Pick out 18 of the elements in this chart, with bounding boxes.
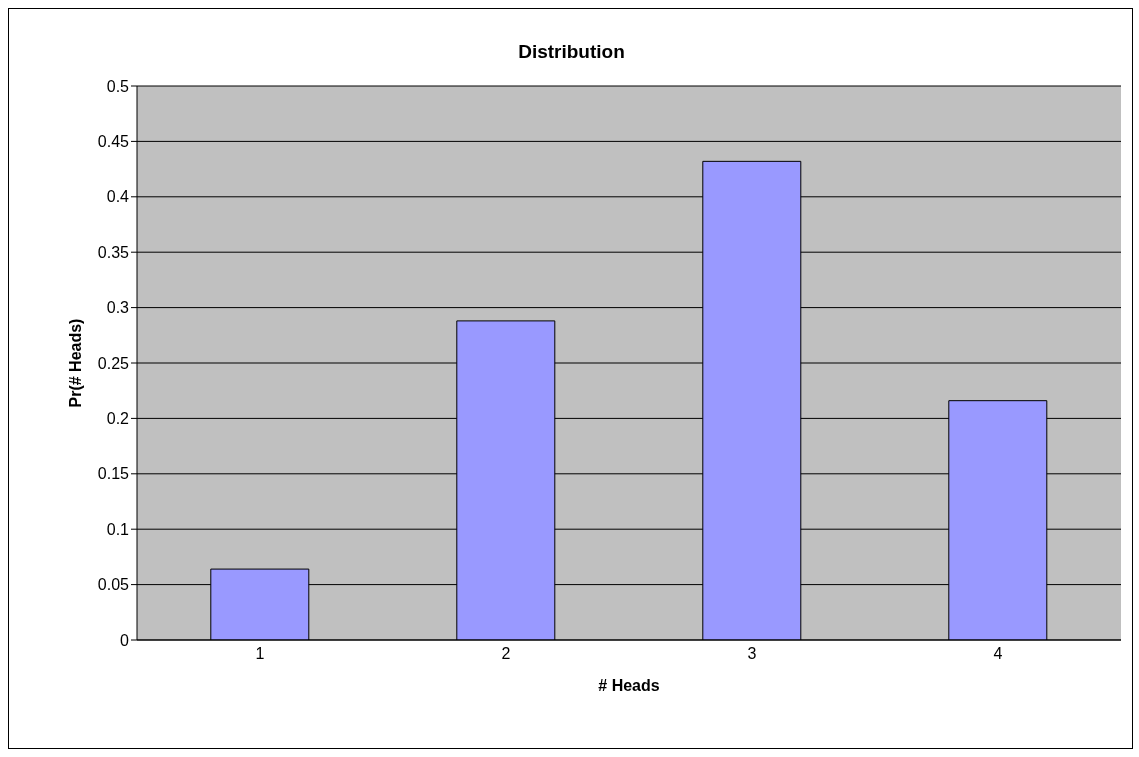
y-tick-label: 0.25 — [97, 354, 130, 372]
x-tick-label: 3 — [747, 645, 757, 663]
x-tick-label: 4 — [993, 645, 1003, 663]
y-tick-label: 0.1 — [106, 520, 130, 538]
x-axis-title: # Heads — [598, 677, 660, 695]
y-tick-label: 0.2 — [106, 410, 130, 428]
y-tick-label: 0.4 — [106, 188, 130, 206]
y-tick-label: 0 — [120, 631, 130, 649]
x-tick-label: 2 — [501, 645, 511, 663]
y-tick-label: 0.05 — [97, 576, 130, 594]
y-axis-title: Pr(# Heads) — [66, 318, 84, 408]
y-tick-label: 0.5 — [106, 77, 130, 95]
y-tick-label: 0.35 — [97, 243, 130, 261]
x-tick-label: 1 — [255, 645, 265, 663]
y-tick-label: 0.45 — [97, 133, 130, 151]
y-tick-label: 0.15 — [97, 465, 130, 483]
chart-title: Distribution — [517, 41, 626, 63]
y-tick-label: 0.3 — [106, 299, 130, 317]
